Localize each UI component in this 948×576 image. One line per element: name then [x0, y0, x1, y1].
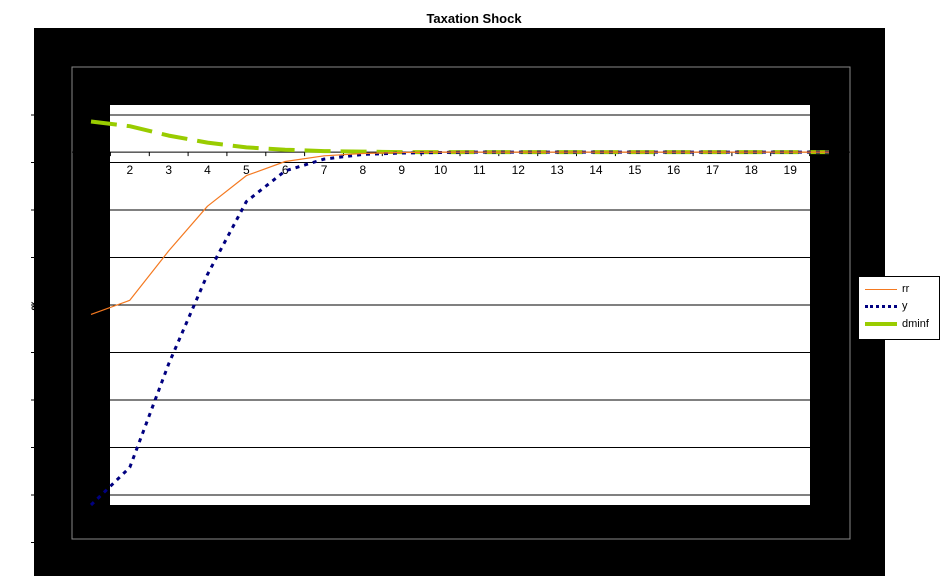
- x-tick-label-8: 8: [360, 163, 367, 177]
- x-tick-label-15: 15: [628, 163, 642, 177]
- x-tick-label-7: 7: [321, 163, 328, 177]
- y-axis-label: %: [29, 299, 43, 311]
- legend-item-rr: rr: [859, 282, 939, 297]
- x-tick-label-13: 13: [550, 163, 564, 177]
- legend-swatch-dminf: [865, 322, 897, 326]
- x-tick-label-9: 9: [398, 163, 405, 177]
- x-tick-label-19: 19: [784, 163, 798, 177]
- legend-item-y: y: [859, 299, 939, 314]
- legend-swatch-y: [865, 305, 897, 308]
- series-line-rr: [90, 151, 829, 315]
- legend-item-dminf: dminf: [859, 317, 939, 332]
- plot-frame: [71, 66, 851, 540]
- legend: rr y dminf: [858, 276, 940, 340]
- x-tick-label-3: 3: [165, 163, 172, 177]
- x-tick-label-12: 12: [512, 163, 526, 177]
- x-tick-label-2: 2: [126, 163, 133, 177]
- x-tick-label-11: 11: [473, 163, 486, 177]
- x-tick-label-16: 16: [667, 163, 681, 177]
- x-tick-label-5: 5: [243, 163, 250, 177]
- x-tick-label-6: 6: [282, 163, 289, 177]
- legend-swatch-rr: [865, 289, 897, 290]
- legend-label-dminf: dminf: [902, 318, 929, 330]
- legend-label-rr: rr: [902, 283, 910, 295]
- legend-label-y: y: [902, 300, 908, 312]
- x-tick-label-10: 10: [434, 163, 448, 177]
- x-tick-label-18: 18: [745, 163, 759, 177]
- x-tick-label-17: 17: [706, 163, 720, 177]
- x-tick-label-14: 14: [589, 163, 603, 177]
- y-axis-ticks: [31, 114, 36, 543]
- series-layer: [89, 119, 830, 507]
- gridlines: [110, 114, 810, 496]
- x-tick-label-4: 4: [204, 163, 211, 177]
- chart-title: Taxation Shock: [426, 11, 522, 26]
